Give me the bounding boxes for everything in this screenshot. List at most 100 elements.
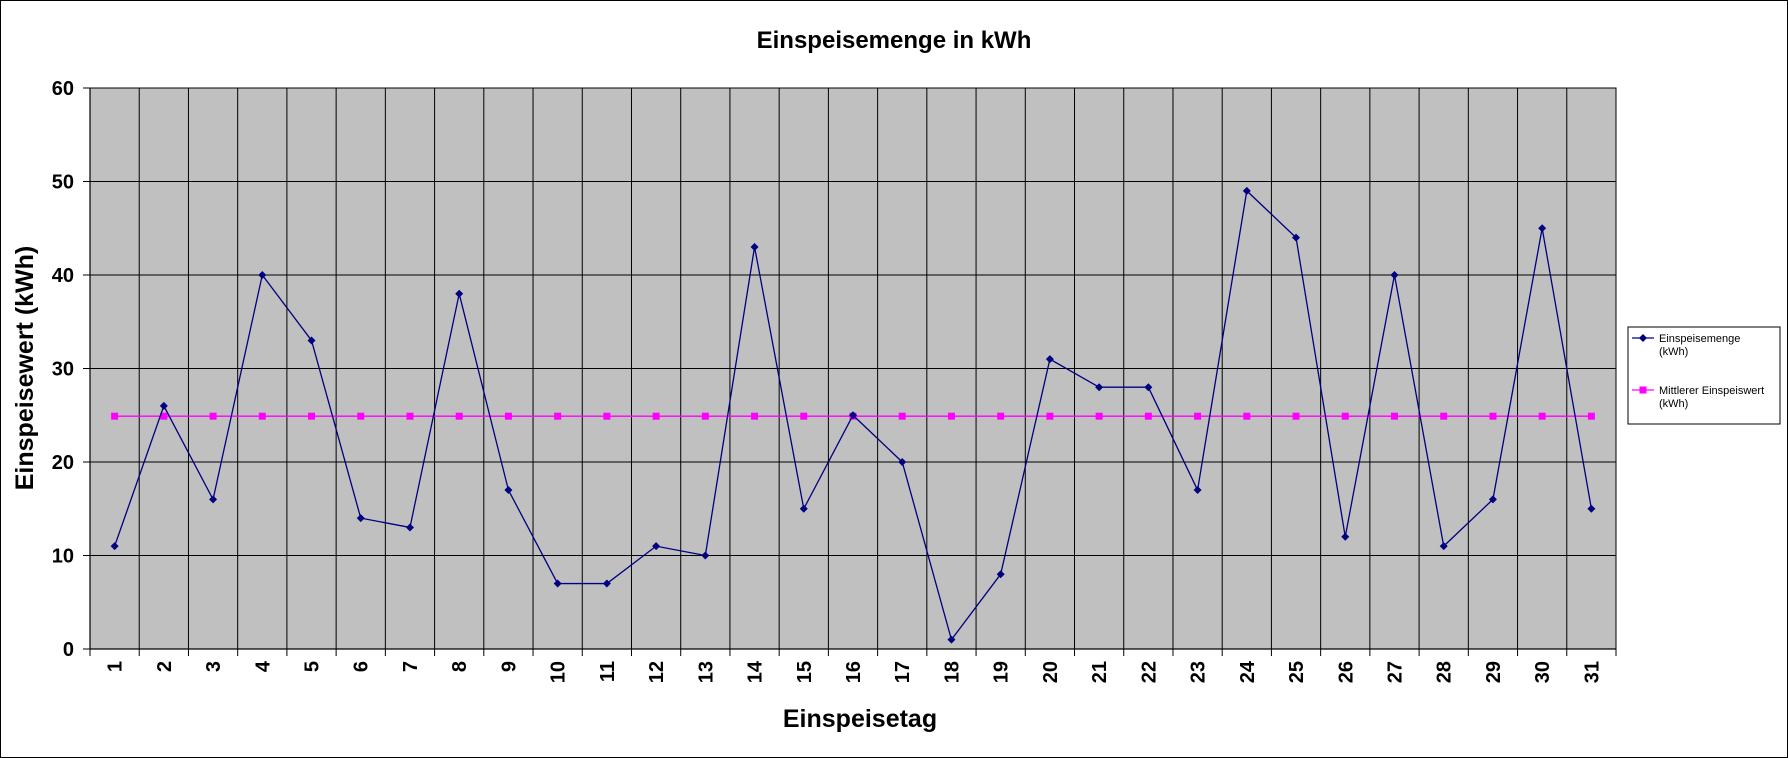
einspeisemenge-point xyxy=(159,401,168,410)
y-tick-label: 20 xyxy=(52,452,74,474)
mittelwert-point xyxy=(160,412,168,420)
x-tick-label: 30 xyxy=(1532,661,1554,683)
x-axis-title: Einspeisetag xyxy=(783,705,937,733)
mittelwert-point xyxy=(1489,412,1497,420)
legend: Einspeisemenge(kWh)Mittlerer Einspeiswer… xyxy=(1627,326,1781,425)
x-tick-label: 22 xyxy=(1138,661,1160,683)
legend-swatch-marker xyxy=(1639,334,1647,342)
mittelwert-point xyxy=(751,412,759,420)
mittelwert-point xyxy=(652,412,660,420)
y-axis-title: Einspeisewert (kWh) xyxy=(11,246,39,491)
einspeisemenge-point xyxy=(750,242,759,251)
y-tick-label: 0 xyxy=(63,639,74,661)
mittelwert-point xyxy=(209,412,217,420)
mittelwert-point xyxy=(406,412,414,420)
mittelwert-point xyxy=(898,412,906,420)
y-tick-label: 40 xyxy=(52,265,74,287)
x-tick-label: 5 xyxy=(302,661,324,672)
legend-label: (kWh) xyxy=(1659,346,1688,358)
einspeisemenge-point xyxy=(455,289,464,298)
x-tick-label: 20 xyxy=(1040,661,1062,683)
einspeisemenge-point xyxy=(652,542,661,551)
einspeisemenge-point xyxy=(701,551,710,560)
mittelwert-point xyxy=(455,412,463,420)
einspeisemenge-point xyxy=(898,458,907,466)
einspeisemenge-point xyxy=(602,579,611,588)
legend-label: (kWh) xyxy=(1659,398,1688,410)
einspeisemenge-point xyxy=(356,514,365,523)
mittelwert-point xyxy=(701,412,709,420)
einspeisemenge-point xyxy=(307,336,316,345)
x-tick-label: 21 xyxy=(1089,661,1111,683)
legend-item: Mittlerer Einspeiswert(kWh) xyxy=(1632,385,1764,410)
x-tick-label: 26 xyxy=(1335,661,1357,683)
mittelwert-point xyxy=(1538,412,1546,420)
x-tick-label: 3 xyxy=(203,661,225,672)
mittelwert-point xyxy=(1587,412,1595,420)
x-tick-label: 11 xyxy=(597,661,619,682)
x-tick-label: 16 xyxy=(843,661,865,683)
x-tick-label: 18 xyxy=(941,661,963,683)
mittelwert-point xyxy=(1095,412,1103,420)
mittelwert-point xyxy=(603,412,611,420)
einspeisemenge-point xyxy=(1439,542,1448,551)
mittelwert-point xyxy=(1194,412,1202,420)
y-tick-label: 60 xyxy=(52,78,74,100)
einspeisemenge-point xyxy=(1538,224,1547,233)
x-tick-label: 23 xyxy=(1188,661,1210,683)
x-tick-label: 10 xyxy=(548,661,570,683)
legend-box xyxy=(1627,326,1781,425)
mittelwert-point xyxy=(1341,412,1349,420)
x-tick-label: 14 xyxy=(745,660,767,683)
einspeisemenge-point xyxy=(1193,486,1202,495)
einspeisemenge-point xyxy=(799,504,808,513)
x-tick-label: 19 xyxy=(991,661,1013,683)
einspeisemenge-point xyxy=(1292,233,1301,242)
x-tick-label: 8 xyxy=(449,661,471,672)
einspeisemenge-point xyxy=(1390,271,1399,279)
legend-swatch-marker xyxy=(1639,386,1647,394)
mittelwert-point xyxy=(1292,412,1300,420)
legend-label: Einspeisemenge xyxy=(1659,333,1740,345)
einspeisemenge-point xyxy=(1144,383,1153,392)
axes xyxy=(83,87,1617,656)
einspeisemenge-point xyxy=(947,635,956,644)
series-einspeisemenge xyxy=(110,186,1596,644)
x-tick-label: 31 xyxy=(1581,661,1603,683)
y-tick-label: 30 xyxy=(52,359,74,381)
legend-label: Mittlerer Einspeiswert xyxy=(1659,385,1764,397)
legend-item: Einspeisemenge(kWh) xyxy=(1632,333,1740,358)
mittelwert-point xyxy=(800,412,808,420)
series-layer xyxy=(110,186,1596,644)
mittelwert-point xyxy=(504,412,512,420)
einspeisemenge-point xyxy=(405,523,414,532)
mittelwert-point xyxy=(997,412,1005,420)
mittelwert-point xyxy=(1440,412,1448,420)
x-tick-label: 7 xyxy=(400,661,422,672)
einspeisemenge-point xyxy=(1488,495,1497,504)
y-axis-tick-labels: 0 10 20 30 40 50 60 xyxy=(52,78,74,661)
x-tick-label: 28 xyxy=(1434,661,1456,683)
einspeisemenge-point xyxy=(1587,504,1596,513)
x-tick-label: 4 xyxy=(252,660,274,672)
x-tick-label: 27 xyxy=(1384,661,1406,683)
einspeisemenge-point xyxy=(504,486,513,495)
x-tick-label: 2 xyxy=(154,661,176,672)
gridlines xyxy=(90,87,1616,649)
mittelwert-point xyxy=(357,412,365,420)
x-tick-label: 17 xyxy=(892,661,914,683)
einspeisemenge-point xyxy=(996,570,1005,579)
chart-title: Einspeisemenge in kWh xyxy=(757,27,1032,54)
einspeisemenge-point xyxy=(849,411,857,420)
x-tick-label: 13 xyxy=(695,661,717,683)
mittelwert-point xyxy=(258,412,266,420)
einspeisemenge-point xyxy=(553,579,562,588)
einspeisemenge-point xyxy=(1045,355,1054,364)
mittelwert-point xyxy=(1046,412,1054,420)
einspeisemenge-point xyxy=(258,271,267,279)
y-tick-label: 10 xyxy=(52,546,74,568)
einspeisemenge-point xyxy=(110,542,119,551)
x-tick-label: 29 xyxy=(1483,661,1505,683)
einspeisemenge-point xyxy=(1242,186,1251,195)
